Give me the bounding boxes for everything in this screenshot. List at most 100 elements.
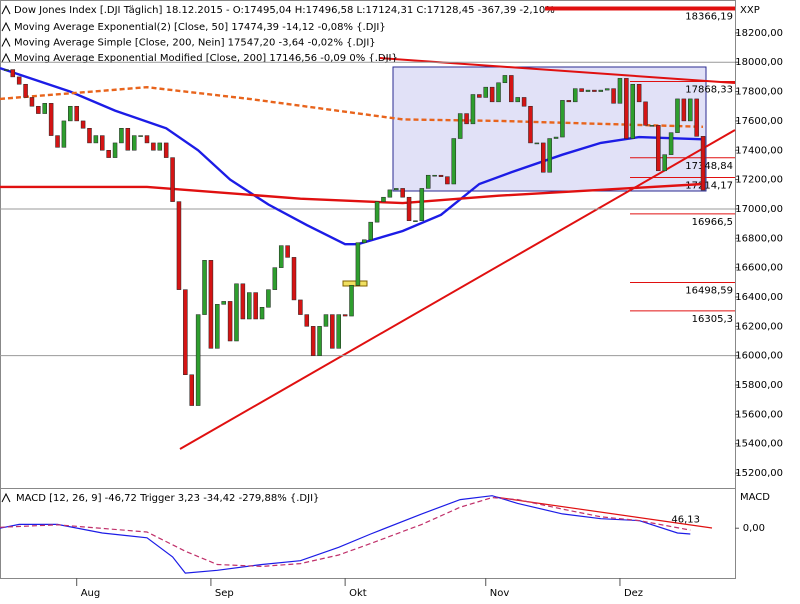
legend-entry: Moving Average Simple [Close, 200, Nein]… [14,38,376,49]
candle [247,292,252,320]
candle [541,142,546,173]
candle [534,142,540,145]
candle [496,82,501,103]
candle [400,188,405,198]
candle [611,88,616,104]
candle [176,201,182,290]
candle [509,75,514,103]
candle [125,128,131,151]
candle [585,89,591,92]
y-tick-label: 16400,00 [735,292,783,303]
candle [432,174,437,177]
y-tick-label: 17400,00 [735,145,783,156]
candle [502,75,508,84]
legend-icon [1,21,11,32]
candle [16,76,22,85]
candle [29,97,35,107]
series-line [0,85,704,128]
candle [215,304,220,349]
candle [291,257,297,301]
candle [617,78,623,104]
y-tick-label: 18200,00 [735,28,783,39]
candle [394,188,399,191]
candle [688,98,693,122]
legend-icon [1,4,11,15]
series-line [0,496,691,568]
y-tick-label: 15600,00 [735,409,783,420]
y-tick-label: 0,00 [743,523,765,534]
legend-entry: Moving Average Exponential Modified [Clo… [14,53,398,64]
candle [304,314,310,327]
y-tick-label: 17200,00 [735,175,783,186]
candle [387,189,393,198]
level-label: 18366,19 [685,11,733,22]
candle [55,135,60,148]
candle [298,299,303,315]
candle [112,142,118,158]
candle [42,103,47,114]
candle [240,283,246,320]
candle [355,242,361,286]
y-tick-label: 17800,00 [735,87,783,98]
macd-trendline [494,496,713,529]
x-tick-label: Okt [349,588,367,599]
candle [310,326,316,356]
candle [521,97,527,107]
candle [362,239,367,243]
legend-icon [1,52,11,63]
candle [547,138,552,173]
chart-title: Dow Jones Index [.DJI Täglich] 18.12.201… [14,5,555,16]
candle [189,374,194,406]
candle [528,105,533,144]
candle [195,314,201,406]
candle [604,88,610,91]
y-tick-label: 15400,00 [735,439,783,450]
candle [253,292,258,320]
legend-icon [1,37,11,47]
macd-axis-label: MACD [740,492,770,503]
candle [144,135,150,144]
candle [374,201,380,223]
candle [183,289,188,376]
candle [419,188,425,221]
candle [323,314,329,327]
candle [227,301,233,342]
level-label: 17348,84 [685,161,733,172]
candle [151,142,156,151]
candle [560,100,565,138]
candle [349,284,354,317]
x-tick-label: Sep [215,588,234,599]
candle [61,120,67,148]
candle [477,94,482,98]
macd-frame [0,488,736,579]
candle [87,128,92,144]
candle [425,174,431,189]
candle [119,128,124,144]
candle [649,125,655,127]
level-label: 16305,3 [692,314,733,325]
y-tick-label: 15800,00 [735,380,783,391]
candle [675,98,680,133]
candle [445,176,450,185]
series-line [0,495,691,574]
candle [23,83,28,98]
candle [278,245,284,268]
candle [406,196,412,221]
candle [515,97,520,103]
support-trendline [179,129,736,450]
macd-title: MACD [12, 26, 9] -46,72 Trigger 3,23 -34… [16,493,319,504]
y-tick-label: 15200,00 [735,468,783,479]
candle [68,105,73,122]
candle [636,83,642,103]
candle [221,301,226,305]
y-tick-label: 16200,00 [735,321,783,332]
candle [662,154,667,172]
candle [592,89,597,92]
candle [36,105,41,114]
candle [285,245,290,258]
level-label: 17868,33 [685,85,733,96]
candle [381,196,386,202]
candle [170,157,175,202]
candle [330,314,335,349]
